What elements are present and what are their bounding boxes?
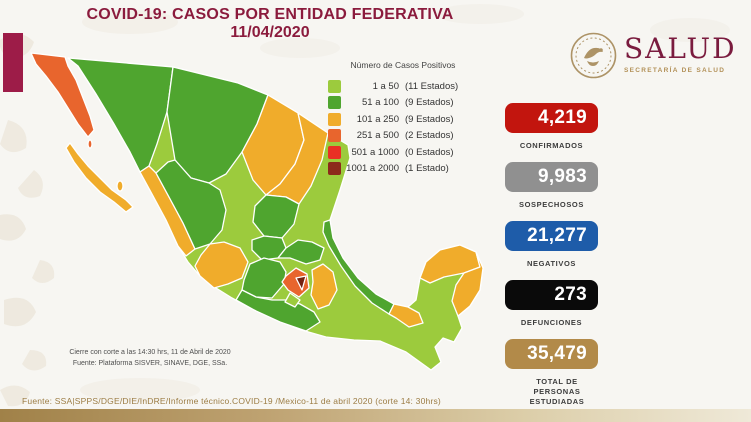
legend-title: Número de Casos Positivos	[350, 60, 456, 70]
accent-bar	[3, 33, 23, 92]
legend-swatch-icon	[328, 129, 341, 143]
map-legend: Número de Casos Positivos 1 a 50 (11 Est…	[328, 60, 478, 177]
stat-label: CONFIRMADOS	[519, 141, 584, 150]
stat-value: 4,219	[537, 107, 587, 128]
map-footnote-line2: Fuente: Plataforma SISVER, SINAVE, DGE, …	[72, 360, 228, 367]
legend-item: 251 a 500 (2 Estados)	[328, 128, 478, 145]
title-text: COVID-19: CASOS POR ENTIDAD FEDERATIVA	[86, 6, 454, 23]
legend-item: 1 a 50 (11 Estados)	[328, 78, 478, 95]
government-seal-icon	[570, 32, 617, 79]
stat-label: NEGATIVOS	[526, 259, 577, 268]
legend-swatch-icon	[328, 162, 341, 176]
state-region	[235, 289, 321, 332]
title-date: 11/04/2020	[230, 24, 310, 41]
stat-label: SOSPECHOSOS	[519, 200, 584, 209]
island	[87, 139, 93, 149]
stat-badge: 9,983	[505, 162, 598, 192]
map-footnote: Cierre con corte a las 14:30 hrs, 11 de …	[50, 347, 250, 369]
stat-badge: 273	[505, 280, 598, 310]
salud-wordmark: SALUD	[624, 32, 737, 65]
state-region	[284, 292, 301, 308]
stat-value: 35,479	[527, 343, 587, 364]
stat-confirmados: 4,219 CONFIRMADOS	[505, 103, 605, 151]
state-region	[30, 52, 95, 138]
stat-label: DEFUNCIONES	[520, 318, 583, 327]
state-region	[194, 241, 249, 289]
legend-item: 101 a 250 (9 Estados)	[328, 111, 478, 128]
stat-total-estudiadas: 35,479 TOTAL DE PERSONAS ESTUDIADAS	[505, 339, 605, 407]
state-region	[388, 303, 424, 328]
state-region	[166, 66, 269, 184]
state-region	[277, 239, 325, 265]
stat-value: 21,277	[527, 225, 587, 246]
stat-value: 9,983	[537, 166, 587, 187]
map-footnote-line1: Cierre con corte a las 14:30 hrs, 11 de …	[69, 349, 231, 356]
legend-item: 501 a 1000 (0 Estados)	[328, 144, 478, 161]
stat-sospechosos: 9,983 SOSPECHOSOS	[505, 162, 605, 210]
legend-swatch-icon	[328, 79, 341, 93]
stat-value: 273	[554, 284, 587, 305]
state-region	[65, 142, 134, 213]
legend-swatch-icon	[328, 112, 341, 126]
legend-item: 1001 a 2000 (1 Estado)	[328, 161, 478, 178]
stats-column: 4,219 CONFIRMADOS 9,983 SOSPECHOSOS 21,2…	[505, 103, 605, 418]
state-region	[322, 219, 395, 315]
page-title: COVID-19: CASOS POR ENTIDAD FEDERATIVA 1…	[55, 5, 485, 42]
stat-badge: 21,277	[505, 221, 598, 251]
island	[116, 180, 124, 192]
salud-subtitle: SECRETARÍA DE SALUD	[624, 67, 726, 74]
state-region	[310, 263, 338, 310]
salud-logo: SALUD SECRETARÍA DE SALUD	[568, 29, 738, 85]
source-citation: Fuente: SSA|SPPS/DGE/DIE/InDRE/Informe t…	[22, 396, 441, 406]
stat-badge: 4,219	[505, 103, 598, 133]
stat-negativos: 21,277 NEGATIVOS	[505, 221, 605, 269]
state-region	[295, 275, 307, 291]
mexico-choropleth-map	[30, 52, 484, 371]
state-region	[155, 159, 227, 250]
stat-defunciones: 273 DEFUNCIONES	[505, 280, 605, 328]
stat-label: TOTAL DE PERSONAS ESTUDIADAS	[529, 377, 585, 406]
bottom-gold-bar	[0, 409, 751, 422]
legend-swatch-icon	[328, 145, 341, 159]
legend-item: 51 a 100 (9 Estados)	[328, 95, 478, 112]
state-region	[451, 251, 484, 317]
stat-badge: 35,479	[505, 339, 598, 369]
legend-swatch-icon	[328, 96, 341, 110]
